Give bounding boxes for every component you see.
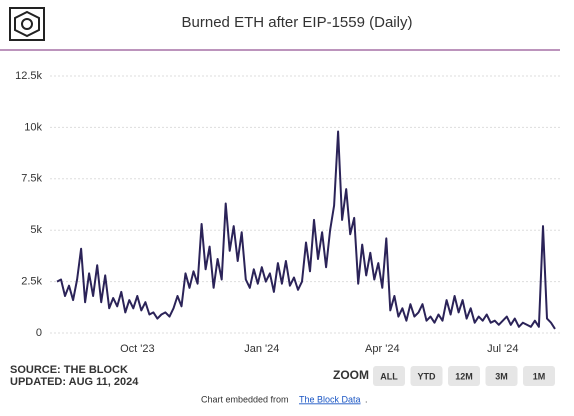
chart-title: Burned ETH after EIP-1559 (Daily) (182, 14, 413, 31)
zoom-button-label[interactable]: 3M (495, 371, 508, 381)
logo (9, 7, 45, 41)
zoom-button-label[interactable]: 1M (533, 371, 546, 381)
y-tick-label: 7.5k (21, 173, 42, 185)
x-tick-label: Jan '24 (244, 343, 279, 355)
zoom-button[interactable] (410, 366, 443, 386)
zoom-button[interactable] (448, 366, 480, 386)
zoom-button-label[interactable]: ALL (380, 371, 398, 381)
y-tick-label: 0 (36, 327, 42, 339)
zoom-buttons: ALL YTD 12M 3M 1M (373, 366, 555, 386)
x-tick-label: Oct '23 (120, 343, 155, 355)
zoom-button[interactable] (523, 366, 555, 386)
zoom-button-label[interactable]: YTD (418, 371, 437, 381)
zoom-button[interactable] (373, 366, 405, 386)
y-tick-label: 2.5k (21, 276, 42, 288)
footer-link[interactable]: The Block Data (299, 394, 361, 404)
zoom-button[interactable] (485, 366, 518, 386)
footer: Chart embedded from (201, 394, 289, 404)
data-line (56, 130, 556, 330)
y-tick-label: 5k (30, 224, 42, 236)
y-tick-label: 10k (24, 121, 42, 133)
source: SOURCE: THE BLOCK (10, 364, 128, 376)
zoom-button-label[interactable]: 12M (455, 371, 473, 381)
zoom-label: ZOOM (333, 368, 369, 382)
x-tick-label: Jul '24 (487, 343, 518, 355)
footer-end: . (365, 394, 368, 404)
y-tick-label: 12.5k (15, 70, 42, 82)
updated: UPDATED: AUG 11, 2024 (10, 376, 139, 388)
x-tick-label: Apr '24 (365, 343, 400, 355)
